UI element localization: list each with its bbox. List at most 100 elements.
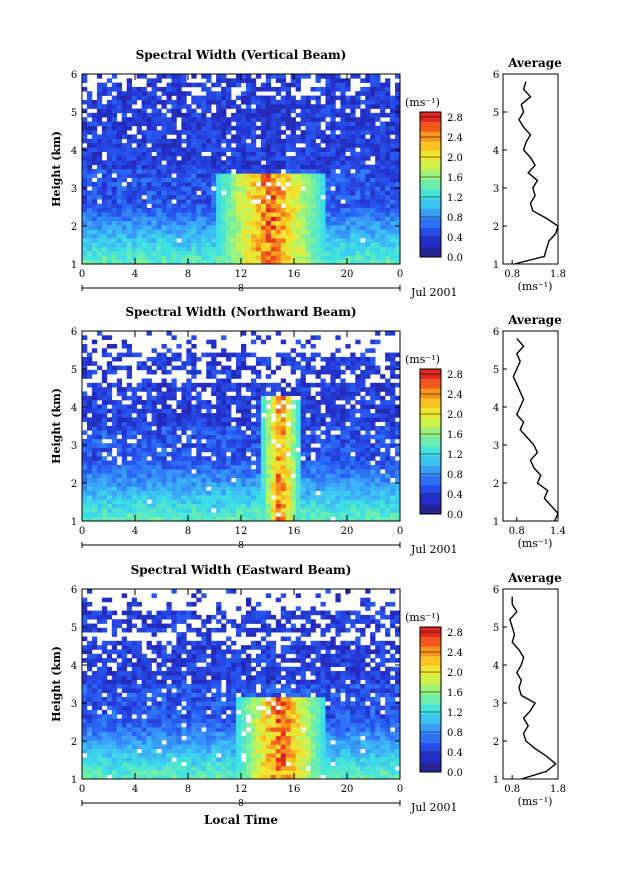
heatmap-cell [166,207,172,213]
heatmap-cell [295,408,301,414]
heatmap-cell [365,104,371,109]
heatmap-cell [380,413,386,418]
heatmap-cell [265,430,272,435]
heatmap-cell [340,134,346,140]
heatmap-cell [151,369,157,375]
heatmap-cell [146,378,152,384]
heatmap-cell [275,220,282,226]
heatmap-cell [250,134,257,140]
heatmap-cell [365,255,371,260]
heatmap-cell [191,112,197,118]
heatmap-cell [360,203,366,209]
heatmap-cell [305,147,311,153]
heatmap-cell [111,147,118,153]
heatmap-cell [295,173,301,178]
heatmap-cell [285,160,291,165]
heatmap-cell [270,486,277,492]
heatmap-cell [221,99,227,105]
heatmap-cell [335,417,341,422]
heatmap-cell [370,251,376,256]
heatmap-cell [370,147,376,153]
heatmap-cell [101,203,108,209]
heatmap-cell [231,199,237,204]
heatmap-cell [96,434,103,440]
heatmap-cell [126,190,132,196]
heatmap-cell [350,482,356,487]
heatmap-cell [265,516,272,522]
heatmap-cell [216,169,222,174]
heatmap-cell [121,216,128,222]
heatmap-cell [151,134,157,140]
heatmap-cell [151,216,157,222]
heatmap-cell [305,391,311,397]
heatmap-cell [226,456,232,461]
heatmap-cell [375,387,381,392]
heatmap-cell [260,395,267,401]
heatmap-cell [280,443,287,448]
heatmap-cell [231,177,237,183]
heatmap-cell [365,199,371,204]
heatmap-cell [206,430,212,435]
heatmap-cell [345,361,351,366]
heatmap-cell [365,130,371,135]
heatmap-cell [156,143,162,148]
heatmap-cell [360,443,366,448]
heatmap-cell [370,125,376,131]
heatmap-cell [216,395,222,401]
average-frame [502,330,559,522]
heatmap-cell [390,430,396,435]
heatmap-cell [151,400,157,405]
heatmap-cell [375,181,381,187]
heatmap-cell [236,426,242,431]
heatmap-cell [330,82,336,88]
average-frame [502,73,559,265]
heatmap-cell [360,374,366,379]
heatmap-cell [325,121,331,127]
heatmap-cell [216,95,222,101]
heatmap-cell [390,147,396,153]
heatmap-cell [226,460,232,466]
heatmap-cell [191,482,197,487]
heatmap-cell [275,469,282,474]
heatmap-cell [325,443,331,448]
heatmap-cell [345,395,351,401]
heatmap-cell [255,387,262,392]
heatmap-cell [300,464,306,470]
heatmap-cell [236,361,242,366]
heatmap-cell [116,169,123,174]
heatmap-cell [201,512,207,517]
heatmap-cell [300,238,306,243]
heatmap-cell [226,207,232,213]
heatmap-cell [226,190,232,196]
heatmap-cell [241,108,247,114]
chart-title: Spectral Width (Northward Beam) [125,305,357,319]
heatmap-cell [231,374,237,379]
heatmap-cell [196,147,202,153]
heatmap-cell [82,156,88,161]
heatmap-cell [275,99,282,105]
heatmap-cell [161,238,167,243]
heatmap-cell [295,104,301,109]
heatmap-cell [250,382,257,388]
heatmap-cell [206,456,212,461]
heatmap-cell [131,95,137,101]
heatmap-cell [176,95,182,101]
heatmap-cell [236,503,242,509]
heatmap-cell [186,426,192,431]
heatmap-cell [136,408,142,414]
heatmap-cell [275,112,282,118]
heatmap-cell [146,516,152,522]
heatmap-cell [176,160,182,165]
heatmap-cell [395,190,401,196]
heatmap-cell [191,251,197,256]
heatmap-cell [255,233,262,239]
heatmap-cell [201,516,207,522]
heatmap-cell [300,516,306,522]
heatmap-cell [116,365,123,371]
heatmap-cell [86,95,93,101]
heatmap-cell [86,151,93,157]
heatmap-cell [206,220,212,226]
heatmap-cell [161,117,167,122]
heatmap-cell [390,203,396,209]
